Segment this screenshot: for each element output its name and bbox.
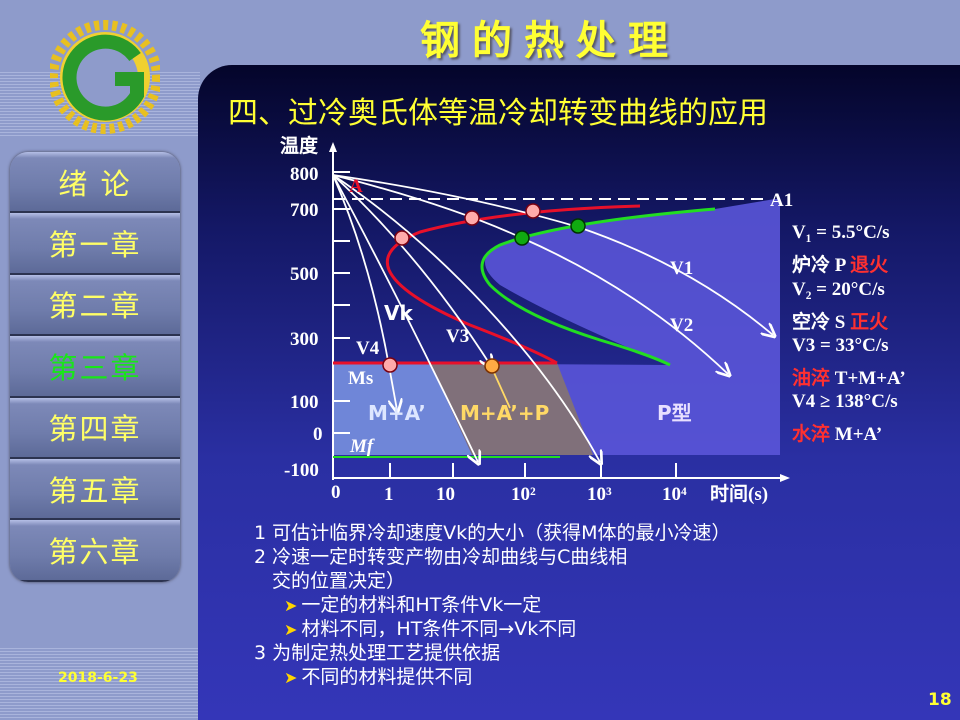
slide-title: 钢的热处理 [420,17,680,64]
x-tick-0: 0 [331,482,341,503]
legend-text: T+M+A’ [830,368,906,389]
region-label-ma: M+A’ [368,401,426,425]
label-ms: Ms [348,368,373,389]
bullet-2-cont: 交的位置决定） [272,570,406,592]
bullet-1: 1 可估计临界冷却速度Vk的大小（获得M体的最小冷速） [254,522,731,544]
overlay-bullet-1: ➤ 一定的材料和HT条件Vk一定 [284,594,541,617]
start-curve [386,204,641,365]
y-tick-800: 800 [290,164,319,185]
nav-item-chapter-5[interactable]: 第五章 [10,458,180,521]
legend-air: 空冷 S 正火 [792,307,888,334]
legend-oil: 油淬 T+M+A’ [792,363,906,390]
x-tick-1: 1 [384,484,394,505]
nav-item-chapter-6[interactable]: 第六章 [10,520,180,582]
legend-v1: V₁ = 5.5°C/s [792,222,890,244]
legend-text: 空冷 S [792,312,851,333]
nav-item-chapter-2[interactable]: 第二章 [10,274,180,337]
region-label-map: M+A’+P [460,401,549,425]
legend-text: V₁ = 5.5°C/s [792,222,890,243]
y-axis-arrow-icon [329,142,337,152]
legend-text: M+A’ [830,424,883,445]
bullet-3: 3 为制定热处理工艺提供依据 [254,642,501,664]
x-tick-100: 10² [511,484,536,505]
x-tick-10: 10 [436,484,455,505]
label-mf: Mf [349,436,375,457]
label-vk: Vk [384,301,413,325]
gear-logo-icon [50,20,160,134]
y-tick-neg100: -100 [284,460,319,481]
cooling-curve-mid [332,174,600,462]
y-tick-100: 100 [290,392,319,413]
finish-points [514,218,586,246]
arrow-bullet-icon: ➤ [284,620,298,639]
label-v3: V3 [446,326,469,347]
overlay-bullet-3: ➤ 不同的材料提供不同 [284,666,472,689]
chapter-nav: 绪 论 第一章 第二章 第三章 第四章 第五章 第六章 [10,152,180,582]
label-v2: V2 [670,315,693,336]
legend-text: V3 = 33°C/s [792,335,889,356]
x-tick-1000: 10³ [587,484,612,505]
y-axis-label: 温度 [280,134,319,157]
legend-text: V4 ≥ 138°C/s [792,391,898,412]
header-band [0,0,960,70]
arrow-bullet-icon: ➤ [284,596,298,615]
cooling-curve-v4 [332,174,397,410]
date-label: 2018-6-23 [58,670,138,686]
y-tick-0: 0 [313,424,323,445]
legend-text: V₂ = 20°C/s [792,279,885,300]
legend-furnace: 炉冷 P 退火 [792,250,888,277]
page-number: 18 [928,690,952,710]
legend-highlight: 退火 [850,255,889,276]
y-tick-500: 500 [290,264,319,285]
legend-v2: V₂ = 20°C/s [792,279,885,301]
nav-item-chapter-4[interactable]: 第四章 [10,397,180,459]
x-ticks [389,463,677,478]
cooling-curve-vk [332,174,478,462]
v3-ms-point [484,358,500,374]
label-v4: V4 [356,338,380,359]
legend-v4: V4 ≥ 138°C/s [792,391,898,413]
x-axis-label: 时间(s) [710,483,768,505]
region-label-p: P型 [657,401,692,425]
nav-item-chapter-1[interactable]: 第一章 [10,213,180,275]
y-tick-300: 300 [290,329,319,350]
overlay-text: 材料不同，HT条件不同→Vk不同 [301,618,577,640]
legend-water: 水淬 M+A’ [792,419,882,446]
arrow-bullet-icon: ➤ [284,668,298,687]
nav-item-chapter-3[interactable]: 第三章 [10,336,180,398]
label-v1: V1 [670,258,693,279]
overlay-bullet-2: ➤ 材料不同，HT条件不同→Vk不同 [284,618,576,641]
cooling-curve-v3 [332,174,491,366]
legend-highlight: 正火 [850,312,889,333]
overlay-text: 不同的材料提供不同 [301,666,473,688]
label-a: A [349,176,363,197]
x-tick-10000: 10⁴ [662,484,687,505]
legend-highlight: 水淬 [792,424,831,445]
overlay-text: 一定的材料和HT条件Vk一定 [301,594,542,616]
y-ticks [333,171,350,434]
y-tick-700: 700 [290,200,319,221]
nav-item-intro[interactable]: 绪 论 [10,152,180,214]
legend-v3: V3 = 33°C/s [792,335,889,357]
bullet-2: 2 冷速一定时转变产物由冷却曲线与C曲线相 [254,546,628,568]
x-axis-arrow-icon [780,474,790,482]
section-heading: 四、过冷奥氏体等温冷却转变曲线的应用 [228,96,768,131]
start-points [382,203,541,373]
legend-highlight: 油淬 [792,368,831,389]
label-a1: A1 [770,190,793,211]
legend-text: 炉冷 P [792,255,851,276]
